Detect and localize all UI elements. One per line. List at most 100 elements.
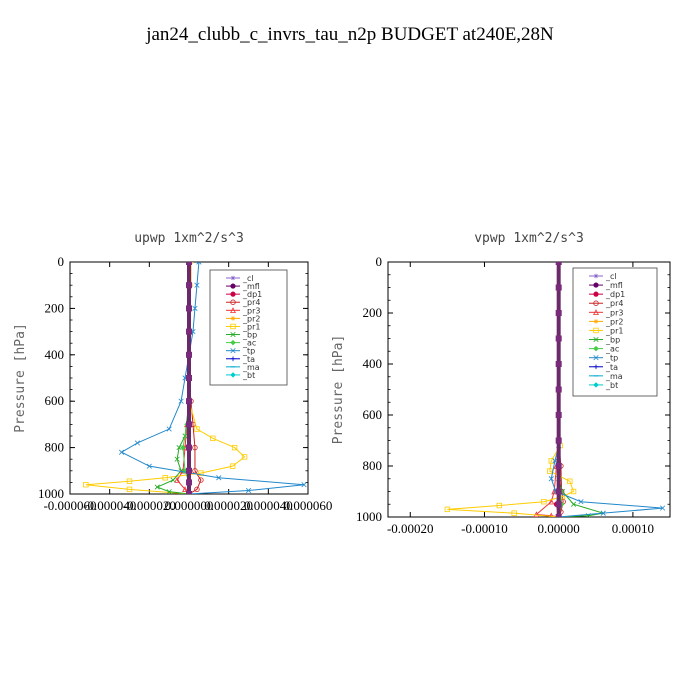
legend-marker-series-dp1 xyxy=(230,291,236,297)
x-tick-label: -0.000020 xyxy=(123,498,176,513)
y-tick-label: 600 xyxy=(45,393,65,408)
legend-label-series-ma: _ma xyxy=(242,363,260,372)
y-tick-label: 400 xyxy=(363,356,383,371)
x-tick-label: -0.00020 xyxy=(387,521,434,536)
series-tp-point xyxy=(548,476,554,482)
series-pr3-point xyxy=(548,498,555,505)
series-tp-point xyxy=(245,487,252,494)
legend-marker-series-dp1 xyxy=(593,291,599,297)
legend-marker-series-pr2 xyxy=(593,319,599,324)
x-tick-label: 0.00010 xyxy=(612,521,654,536)
legend-label-series-dp1: _dp1 xyxy=(242,290,262,299)
legend-label-series-mfl: _mfl xyxy=(242,282,260,291)
series-mfl-overlay-point xyxy=(555,310,562,316)
y-tick-label: 0 xyxy=(376,254,383,269)
legend-label-series-pr1: _pr1 xyxy=(605,326,623,335)
legend-label-series-pr4: _pr4 xyxy=(242,298,260,307)
legend-marker-series-ta xyxy=(593,364,599,370)
legend-marker-series-cl xyxy=(593,273,599,279)
chart-panel-2: vpwp 1xm^2/s^3 Pressure [hPa] 0 200 400 600 80… xyxy=(331,231,671,536)
legend-label-series-ac: _ac xyxy=(605,345,619,354)
legend-marker-series-tp xyxy=(593,355,599,361)
legend-label-series-cl: _cl xyxy=(605,272,617,281)
legend-label-series-pr2: _pr2 xyxy=(242,314,260,323)
legend-label-series-tp: _tp xyxy=(605,354,618,363)
series-mfl-overlay-point xyxy=(555,412,562,418)
series-bp-point xyxy=(170,477,176,483)
legend-marker-series-mfl xyxy=(593,282,599,288)
y-tick-label: 800 xyxy=(45,440,65,455)
series-bp-point xyxy=(166,489,172,494)
x-tick-label: -0.00010 xyxy=(461,521,508,536)
legend-label-series-bp: _bp xyxy=(242,331,257,340)
figure-title: jan24_clubb_c_invrs_tau_n2p BUDGET at240… xyxy=(145,24,554,45)
series-mfl-overlay-point xyxy=(186,328,192,335)
legend-marker-series-bp xyxy=(593,336,599,343)
series-mfl-overlay-point xyxy=(555,488,562,495)
legend-marker-series-pr4 xyxy=(593,300,599,306)
series-pr1-point xyxy=(231,444,238,451)
series-pr4-point xyxy=(198,477,204,483)
series-tp-point xyxy=(600,510,606,516)
series-mfl-overlay-point xyxy=(186,305,192,312)
series-group xyxy=(83,262,307,494)
legend-marker-series-ac xyxy=(230,339,236,346)
series-mfl-overlay-point xyxy=(186,282,192,289)
series-pr1-point xyxy=(229,463,236,469)
series-bp-point xyxy=(154,484,160,490)
series-mfl-overlay-point xyxy=(186,351,192,358)
series-mfl-overlay-point xyxy=(186,375,192,381)
y-tick-label: 800 xyxy=(363,458,383,473)
series-mfl-overlay-point xyxy=(555,463,562,469)
series-tp-point xyxy=(578,499,584,505)
legend-label-series-pr1: _pr1 xyxy=(242,322,260,331)
series-pr1-point xyxy=(541,498,547,505)
series-mfl-overlay-point xyxy=(186,467,192,474)
series-tp-point xyxy=(301,482,307,488)
series-mfl-overlay-point xyxy=(555,437,562,444)
series-pr1-point xyxy=(567,478,573,484)
series-pr1-point xyxy=(496,502,503,509)
series-pr1-line xyxy=(447,262,575,517)
series-mfl-overlay-point xyxy=(186,479,192,486)
series-pr1-point xyxy=(126,478,133,484)
legend-label-series-pr4: _pr4 xyxy=(605,299,623,308)
series-ac-point xyxy=(180,444,186,451)
series-mfl-overlay-point xyxy=(186,262,192,265)
legend-label-series-pr3: _pr3 xyxy=(242,306,260,315)
series-mfl-overlay-point xyxy=(555,262,562,265)
x-tick-label: -0.000040 xyxy=(83,498,136,513)
series-pr1-point xyxy=(570,488,577,495)
legend-marker-series-cl xyxy=(230,275,236,281)
legend-marker-series-ac xyxy=(593,345,599,352)
y-axis-label: Pressure [hPa] xyxy=(331,335,346,445)
series-mfl-overlay-point xyxy=(186,398,192,405)
legend-box xyxy=(209,269,288,386)
x-tick-label: 0.000060 xyxy=(284,498,333,513)
series-pr4-point xyxy=(194,486,200,493)
series-tp-point xyxy=(178,398,184,404)
panel-title: upwp 1xm^2/s^3 xyxy=(134,231,244,246)
series-tp-point xyxy=(216,475,222,481)
series-pr1-point xyxy=(126,486,133,493)
series-tp-point xyxy=(659,505,666,511)
series-bp-point xyxy=(570,501,577,507)
series-tp-point xyxy=(134,440,141,446)
series-tp-point xyxy=(196,262,202,265)
series-pr1-point xyxy=(241,454,248,460)
series-mfl-overlay-point xyxy=(186,421,192,428)
legend-marker-series-pr3 xyxy=(230,307,236,314)
legend-marker-series-mfl xyxy=(230,283,236,289)
series-pr3-point xyxy=(182,486,188,493)
y-tick-label: 1000 xyxy=(38,486,64,501)
legend-label-series-bt: _bt xyxy=(605,381,618,390)
series-pr1-point xyxy=(198,470,204,476)
legend-label-series-dp1: _dp1 xyxy=(605,290,625,299)
legend-label-series-tp: _tp xyxy=(242,347,255,356)
series-pr1-point xyxy=(444,506,451,513)
legend-marker-series-tp xyxy=(230,348,236,354)
legend-label-series-mfl: _mfl xyxy=(605,281,623,290)
legend: _cl_mfl_dp1_pr4_pr3_pr2_pr1_bp_ac_tp_ta_… xyxy=(572,267,658,397)
legend: _cl_mfl_dp1_pr4_pr3_pr2_pr1_bp_ac_tp_ta_… xyxy=(209,269,288,386)
